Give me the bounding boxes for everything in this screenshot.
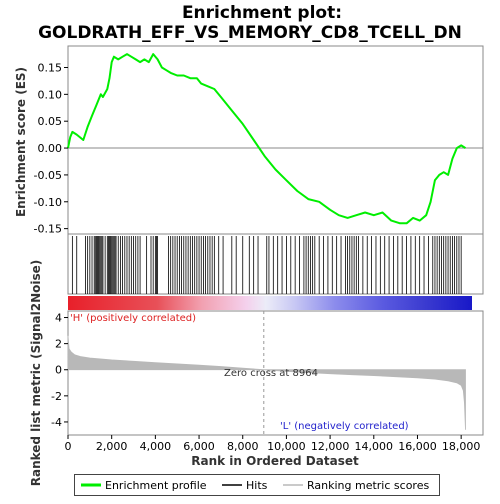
chart-title-line1: Enrichment plot: bbox=[182, 3, 342, 23]
legend-enrichment-label: Enrichment profile bbox=[105, 479, 207, 492]
metric-y-tick-label: -2 bbox=[51, 390, 62, 403]
x-tick-label: 2,000 bbox=[96, 440, 128, 453]
x-tick-label: 10,000 bbox=[267, 440, 306, 453]
hits-panel bbox=[67, 233, 484, 295]
negative-correlation-label: 'L' (negatively correlated) bbox=[280, 421, 409, 432]
enrichment-profile-line bbox=[67, 53, 467, 225]
x-tick-label: 14,000 bbox=[355, 440, 394, 453]
legend-hits-label: Hits bbox=[246, 479, 268, 492]
legend-svg: Enrichment profile Hits Ranking metric s… bbox=[81, 479, 429, 492]
x-tick-label: 8,000 bbox=[227, 440, 259, 453]
zero-cross-label: Zero cross at 8964 bbox=[224, 368, 318, 379]
es-y-tick-label: 0.05 bbox=[38, 115, 63, 128]
es-panel bbox=[67, 45, 484, 235]
metric-y-tick-label: 2 bbox=[55, 338, 62, 351]
x-tick-label: 16,000 bbox=[398, 440, 437, 453]
es-y-tick-label: -0.10 bbox=[34, 196, 62, 209]
hits-layer bbox=[71, 236, 462, 294]
heatmap-bar bbox=[68, 296, 472, 310]
legend-metric-label: Ranking metric scores bbox=[307, 479, 429, 492]
x-axis-label: Rank in Ordered Dataset bbox=[191, 454, 359, 468]
metric-y-tick-label: 4 bbox=[55, 312, 62, 325]
chart-title-line2: GOLDRATH_EFF_VS_MEMORY_CD8_TCELL_DN bbox=[38, 23, 462, 43]
x-tick-label: 6,000 bbox=[183, 440, 215, 453]
metric-y-tick-label: 0 bbox=[55, 364, 62, 377]
x-tick-label: 12,000 bbox=[311, 440, 350, 453]
metric-y-axis-label: Ranked list metric (Signal2Noise) bbox=[29, 260, 43, 487]
x-tick-label: 18,000 bbox=[442, 440, 481, 453]
x-tick-label: 0 bbox=[65, 440, 72, 453]
es-y-tick-label: 0.10 bbox=[38, 88, 63, 101]
es-y-axis-label: Enrichment score (ES) bbox=[14, 67, 28, 217]
es-y-tick-label: 0.00 bbox=[38, 142, 63, 155]
es-layer bbox=[67, 53, 483, 225]
ranking-metric-area bbox=[67, 335, 466, 430]
x-tick-label: 4,000 bbox=[140, 440, 172, 453]
es-y-tick-label: -0.15 bbox=[34, 223, 62, 236]
metric-layer bbox=[67, 311, 466, 435]
positive-correlation-label: 'H' (positively correlated) bbox=[70, 313, 196, 324]
es-y-tick-label: -0.05 bbox=[34, 169, 62, 182]
legend: Enrichment profile Hits Ranking metric s… bbox=[74, 474, 440, 496]
metric-y-tick-label: -4 bbox=[51, 416, 62, 429]
es-y-tick-label: 0.15 bbox=[38, 61, 63, 74]
